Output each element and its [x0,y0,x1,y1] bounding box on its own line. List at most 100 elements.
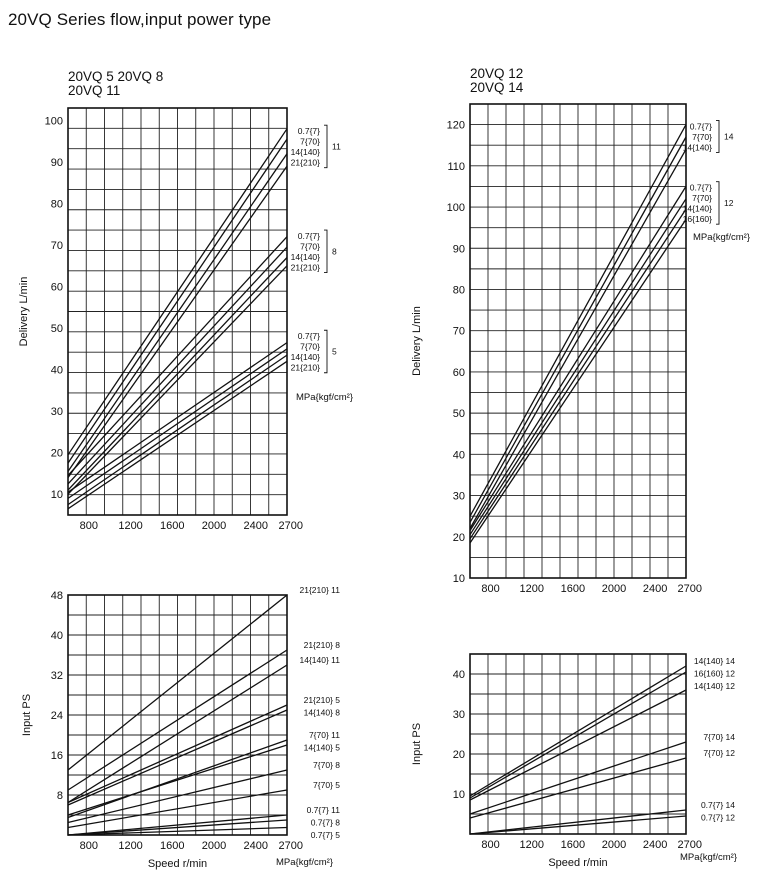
x-tick-label: 2700 [678,839,702,851]
series-line [67,153,288,472]
y-tick-label: 100 [45,115,63,127]
series-line [67,704,288,804]
series-label: 7{70} 11 [309,730,340,740]
series-label: 0.7{7} 11 [307,805,341,815]
series-line [67,257,288,491]
series-line [67,744,288,816]
unit-note: MPa{kgf/cm²} [296,392,353,403]
x-tick-label: 2700 [279,840,303,852]
series-label: 14{140} [291,147,320,157]
series-line [67,709,288,806]
series-line [469,148,687,529]
series-line [469,809,687,835]
series-line [67,128,288,456]
series-label: 21{210} 5 [304,695,341,705]
series-line [67,664,288,804]
y-tick-label: 80 [51,199,63,211]
group-label: 14 [724,131,734,141]
y-tick-label: 30 [51,406,63,418]
series-label: 21{210} [291,263,320,273]
chart-title-line: 20VQ 11 [68,83,120,98]
plot-frame [67,107,288,516]
series-line [67,236,288,476]
plot-frame [469,103,687,579]
y-tick-label: 10 [453,573,465,585]
series-line [67,789,288,829]
chart-title-line: 20VQ 12 [470,66,523,81]
series-label: 0.7{7} [298,126,320,136]
x-tick-label: 800 [481,839,499,851]
group-bracket [716,120,720,153]
unit-note: MPa{kgf/cm²} [693,232,750,243]
series-label: 7{70} 8 [313,760,340,770]
series-label: 14{140} 5 [304,743,341,753]
y-tick-label: 60 [51,282,63,294]
series-label: 0.7{7} 5 [311,830,341,840]
y-tick-label: 48 [51,590,63,602]
series-line [469,219,687,544]
y-axis-label: Input PS [411,723,423,765]
y-tick-label: 40 [453,669,465,681]
series-label: 7{70} [692,193,712,203]
y-tick-label: 70 [453,326,465,338]
series-line [469,757,687,819]
x-tick-label: 1600 [561,583,585,595]
y-tick-label: 50 [453,408,465,420]
group-bracket [324,329,328,374]
x-tick-label: 2000 [602,583,626,595]
x-tick-label: 1600 [160,840,184,852]
x-tick-label: 2700 [279,520,303,532]
series-line [67,594,288,771]
x-tick-label: 1200 [118,840,142,852]
series-line [67,342,288,493]
input-power-chart-left: 8 16 24 32 40 48 800 1200 1600 2000 2400 2700 Input … [21,585,340,870]
series-line [67,769,288,824]
delivery-chart-right: 10 20 30 40 50 60 70 80 90 100 110 120 800 1200 1600 20… [411,66,750,595]
y-tick-label: 50 [51,323,63,335]
series-line [469,198,687,536]
x-tick-label: 2000 [602,839,626,851]
series-label: 14{140} 12 [694,681,735,691]
series-label: 0.7{7} [690,121,712,131]
series-label: 7{70} [692,132,712,142]
chart-title-line: 20VQ 5 20VQ 8 [68,69,163,84]
x-tick-label: 1600 [160,520,184,532]
x-tick-label: 1200 [118,520,142,532]
x-tick-label: 2000 [202,520,226,532]
series-label: 21{210} [291,158,320,168]
x-tick-label: 2400 [243,840,267,852]
x-tick-label: 800 [80,520,98,532]
y-tick-label: 40 [453,449,465,461]
x-tick-label: 800 [481,583,499,595]
x-tick-label: 2700 [678,583,702,595]
group-label: 5 [332,346,337,356]
group-label: 8 [332,246,337,256]
series-label: 21{210} 11 [300,585,341,595]
series-label: 7{70} 14 [703,732,735,742]
series-label: 14{140} [683,142,712,152]
series-line [67,165,288,478]
y-tick-label: 30 [453,491,465,503]
x-tick-label: 2000 [202,840,226,852]
y-tick-label: 90 [453,243,465,255]
series-label: 14{140} 8 [304,708,341,718]
y-tick-label: 40 [51,630,63,642]
y-axis-label: Input PS [21,694,33,736]
plot-frame [67,594,288,836]
group-bracket [324,124,328,169]
series-line [67,814,288,836]
y-tick-label: 80 [453,284,465,296]
page-title: 20VQ Series flow,input power type [8,10,272,29]
series-label: 16{160} 12 [694,669,735,679]
series-line [67,348,288,499]
series-label: 7{70} [300,342,320,352]
series-label: 21{210} 8 [304,640,341,650]
series-label: 7{70} 5 [313,780,340,790]
series-line [469,186,687,531]
unit-note: MPa{kgf/cm²} [680,852,737,863]
y-tick-label: 70 [51,240,63,252]
series-line [67,354,288,506]
series-line [469,124,687,517]
y-tick-label: 100 [447,202,465,214]
